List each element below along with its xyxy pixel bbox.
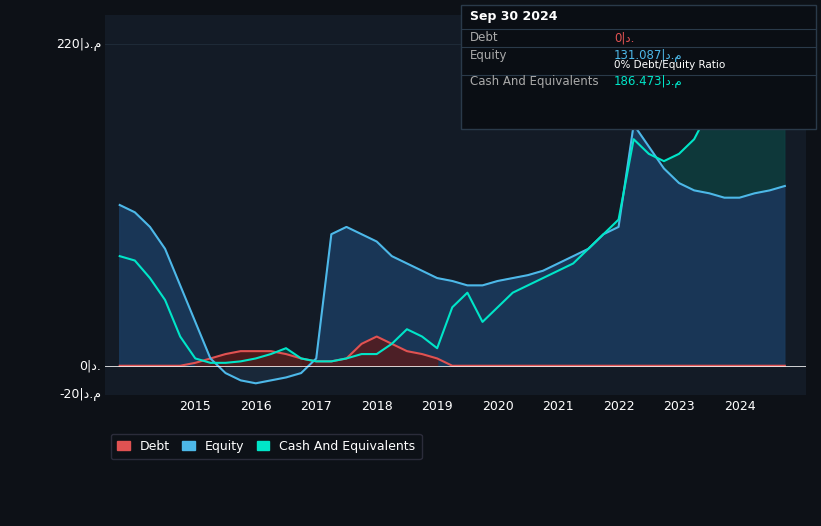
Text: 131.087|د.م: 131.087|د.م: [614, 49, 683, 62]
Legend: Debt, Equity, Cash And Equivalents: Debt, Equity, Cash And Equivalents: [111, 433, 422, 459]
Text: Debt: Debt: [470, 31, 498, 44]
Text: 0|د.: 0|د.: [79, 359, 101, 372]
Text: Cash And Equivalents: Cash And Equivalents: [470, 75, 599, 88]
Text: Sep 30 2024: Sep 30 2024: [470, 10, 557, 23]
Text: Equity: Equity: [470, 49, 507, 62]
Text: 186.473|د.م: 186.473|د.م: [614, 75, 683, 88]
Text: -20|د.م: -20|د.م: [59, 389, 101, 401]
Text: 0% Debt/Equity Ratio: 0% Debt/Equity Ratio: [614, 60, 726, 70]
Text: 220|د.م: 220|د.م: [56, 38, 101, 50]
Text: 0|د.: 0|د.: [614, 31, 635, 44]
